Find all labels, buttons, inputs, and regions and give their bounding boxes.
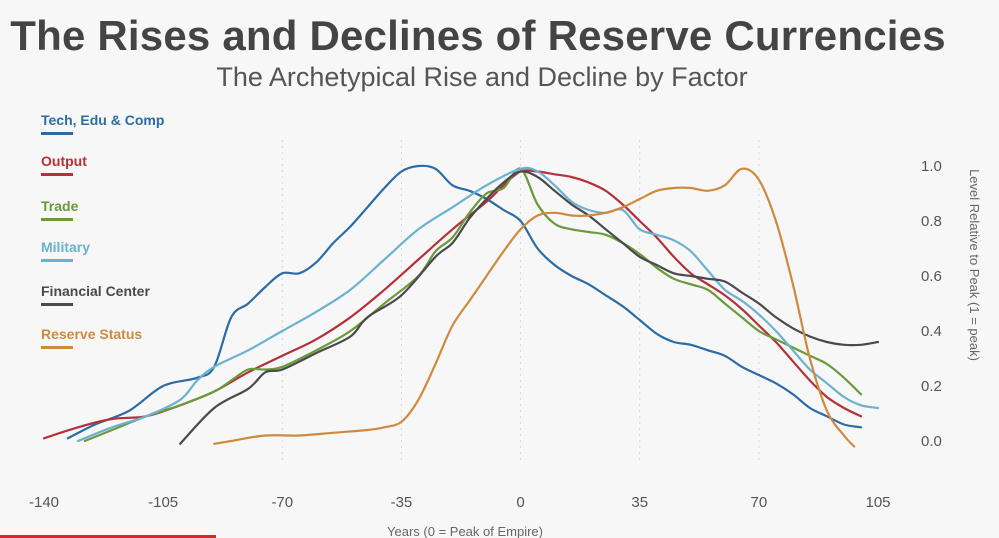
x-tick-label: 105 — [865, 494, 890, 511]
y-tick-label: 0.4 — [921, 323, 942, 340]
y-tick-label: 0.0 — [921, 433, 942, 450]
legend-item-financial-center: Financial Center — [41, 283, 150, 306]
legend-item-output: Output — [41, 153, 87, 176]
chart-title: The Rises and Declines of Reserve Curren… — [10, 12, 946, 59]
legend-swatch — [41, 173, 73, 176]
legend-swatch — [41, 303, 73, 306]
series-line-3 — [76, 166, 880, 443]
legend-label: Output — [41, 153, 87, 169]
x-tick-label: 0 — [516, 494, 524, 511]
series-line-0 — [66, 164, 863, 440]
x-tick-label: -35 — [391, 494, 413, 511]
legend-item-tech: Tech, Edu & Comp — [41, 112, 164, 135]
x-tick-label: 35 — [631, 494, 648, 511]
x-tick-labels: -140 -105 -70 -35 0 35 70 105 — [29, 494, 891, 511]
legend-swatch — [41, 259, 73, 262]
legend-item-reserve-status: Reserve Status — [41, 326, 142, 349]
y-tick-label: 0.6 — [921, 268, 942, 285]
legend-label: Tech, Edu & Comp — [41, 112, 165, 128]
series-line-4 — [179, 170, 880, 445]
progress-bar — [0, 535, 216, 538]
series-line-2 — [83, 167, 863, 443]
legend-label: Reserve Status — [41, 326, 143, 342]
chart-subtitle: The Archetypical Rise and Decline by Fac… — [216, 62, 748, 92]
legend-label: Military — [41, 239, 91, 255]
legend-item-trade: Trade — [41, 198, 78, 221]
y-tick-label: 1.0 — [921, 158, 942, 175]
x-tick-label: -140 — [29, 494, 59, 511]
y-tick-labels: 0.0 0.2 0.4 0.6 0.8 1.0 — [921, 158, 942, 450]
series-line-1 — [42, 169, 863, 440]
legend-label: Trade — [41, 198, 79, 214]
x-axis-label: Years (0 = Peak of Empire) — [387, 524, 543, 538]
x-tick-label: 70 — [751, 494, 768, 511]
y-axis-label: Level Relative to Peak (1 = peak) — [967, 169, 982, 361]
x-tick-label: -70 — [271, 494, 293, 511]
series-lines — [42, 164, 880, 448]
legend-item-military: Military — [41, 239, 90, 262]
legend-label: Financial Center — [41, 283, 150, 299]
legend-swatch — [41, 218, 73, 221]
legend-swatch — [41, 132, 73, 135]
series-line-5 — [213, 167, 856, 448]
y-tick-label: 0.2 — [921, 378, 942, 395]
legend-swatch — [41, 346, 73, 349]
y-tick-label: 0.8 — [921, 213, 942, 230]
x-tick-label: -105 — [148, 494, 178, 511]
